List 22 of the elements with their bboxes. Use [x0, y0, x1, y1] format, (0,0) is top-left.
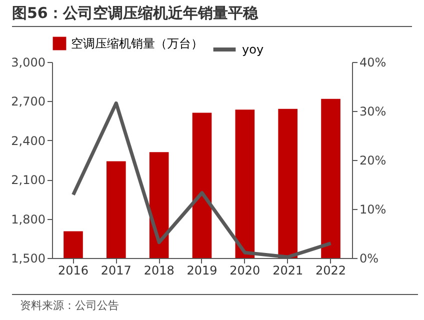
- y-tick-label: 1,500: [11, 252, 46, 266]
- x-tick-label: 2022: [315, 264, 346, 278]
- y2-tick-label: 20%: [360, 154, 386, 168]
- chart-title: 图56：公司空调压缩机近年销量平稳: [12, 4, 412, 27]
- legend-label: yoy: [242, 42, 264, 56]
- y-tick-label: 3,000: [11, 56, 46, 70]
- y2-tick-label: 40%: [360, 56, 386, 70]
- x-tick-label: 2016: [58, 264, 89, 278]
- y2-tick-label: 30%: [360, 104, 386, 118]
- y-tick-label: 1,800: [11, 212, 46, 226]
- x-tick-label: 2017: [100, 264, 132, 278]
- x-tick-label: 2021: [272, 264, 304, 278]
- x-tick-label: 2019: [186, 264, 218, 278]
- y2-tick-label: 0%: [360, 252, 379, 266]
- x-tick-label: 2018: [144, 264, 174, 278]
- y-tick-label: 2,400: [11, 134, 46, 148]
- legend-label: 空调压缩机销量（万台）: [71, 36, 203, 50]
- text: 资料来源：公司公告: [12, 294, 418, 313]
- x-tick-label: 2020: [230, 264, 260, 278]
- y-tick-label: 2,100: [11, 173, 46, 188]
- y2-tick-label: 10%: [360, 202, 386, 216]
- y-tick-label: 2,700: [11, 94, 46, 109]
